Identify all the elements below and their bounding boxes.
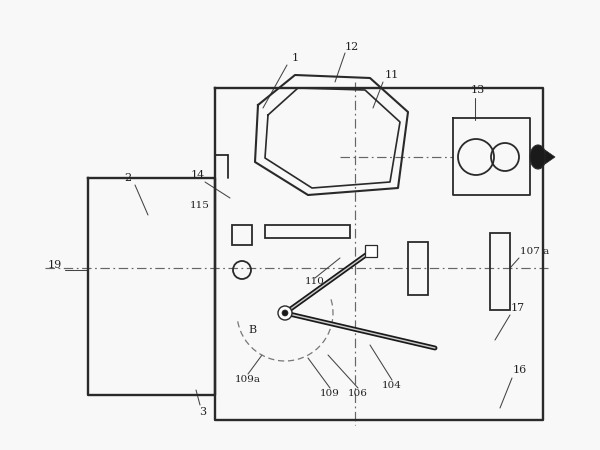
Bar xyxy=(365,245,377,257)
Text: 3: 3 xyxy=(199,407,206,417)
Text: 115: 115 xyxy=(190,201,210,210)
Text: 109a: 109a xyxy=(235,375,261,384)
Text: 13: 13 xyxy=(471,85,485,95)
Polygon shape xyxy=(545,150,555,164)
Text: 11: 11 xyxy=(385,70,399,80)
Bar xyxy=(490,233,510,310)
Text: 2: 2 xyxy=(124,173,131,183)
Text: 1: 1 xyxy=(292,53,299,63)
Text: 110: 110 xyxy=(305,278,325,287)
Text: 14: 14 xyxy=(191,170,205,180)
Ellipse shape xyxy=(530,145,546,169)
Text: 107 a: 107 a xyxy=(520,248,550,256)
Bar xyxy=(232,225,252,245)
Circle shape xyxy=(282,310,288,316)
Text: 17: 17 xyxy=(511,303,525,313)
Circle shape xyxy=(278,306,292,320)
Text: 16: 16 xyxy=(513,365,527,375)
Text: 109: 109 xyxy=(320,388,340,397)
Bar xyxy=(265,225,350,238)
Text: 104: 104 xyxy=(382,381,402,390)
Text: 19: 19 xyxy=(48,260,62,270)
Text: 106: 106 xyxy=(348,388,368,397)
Text: B: B xyxy=(248,325,256,335)
Text: 12: 12 xyxy=(345,42,359,52)
Bar xyxy=(408,242,428,295)
